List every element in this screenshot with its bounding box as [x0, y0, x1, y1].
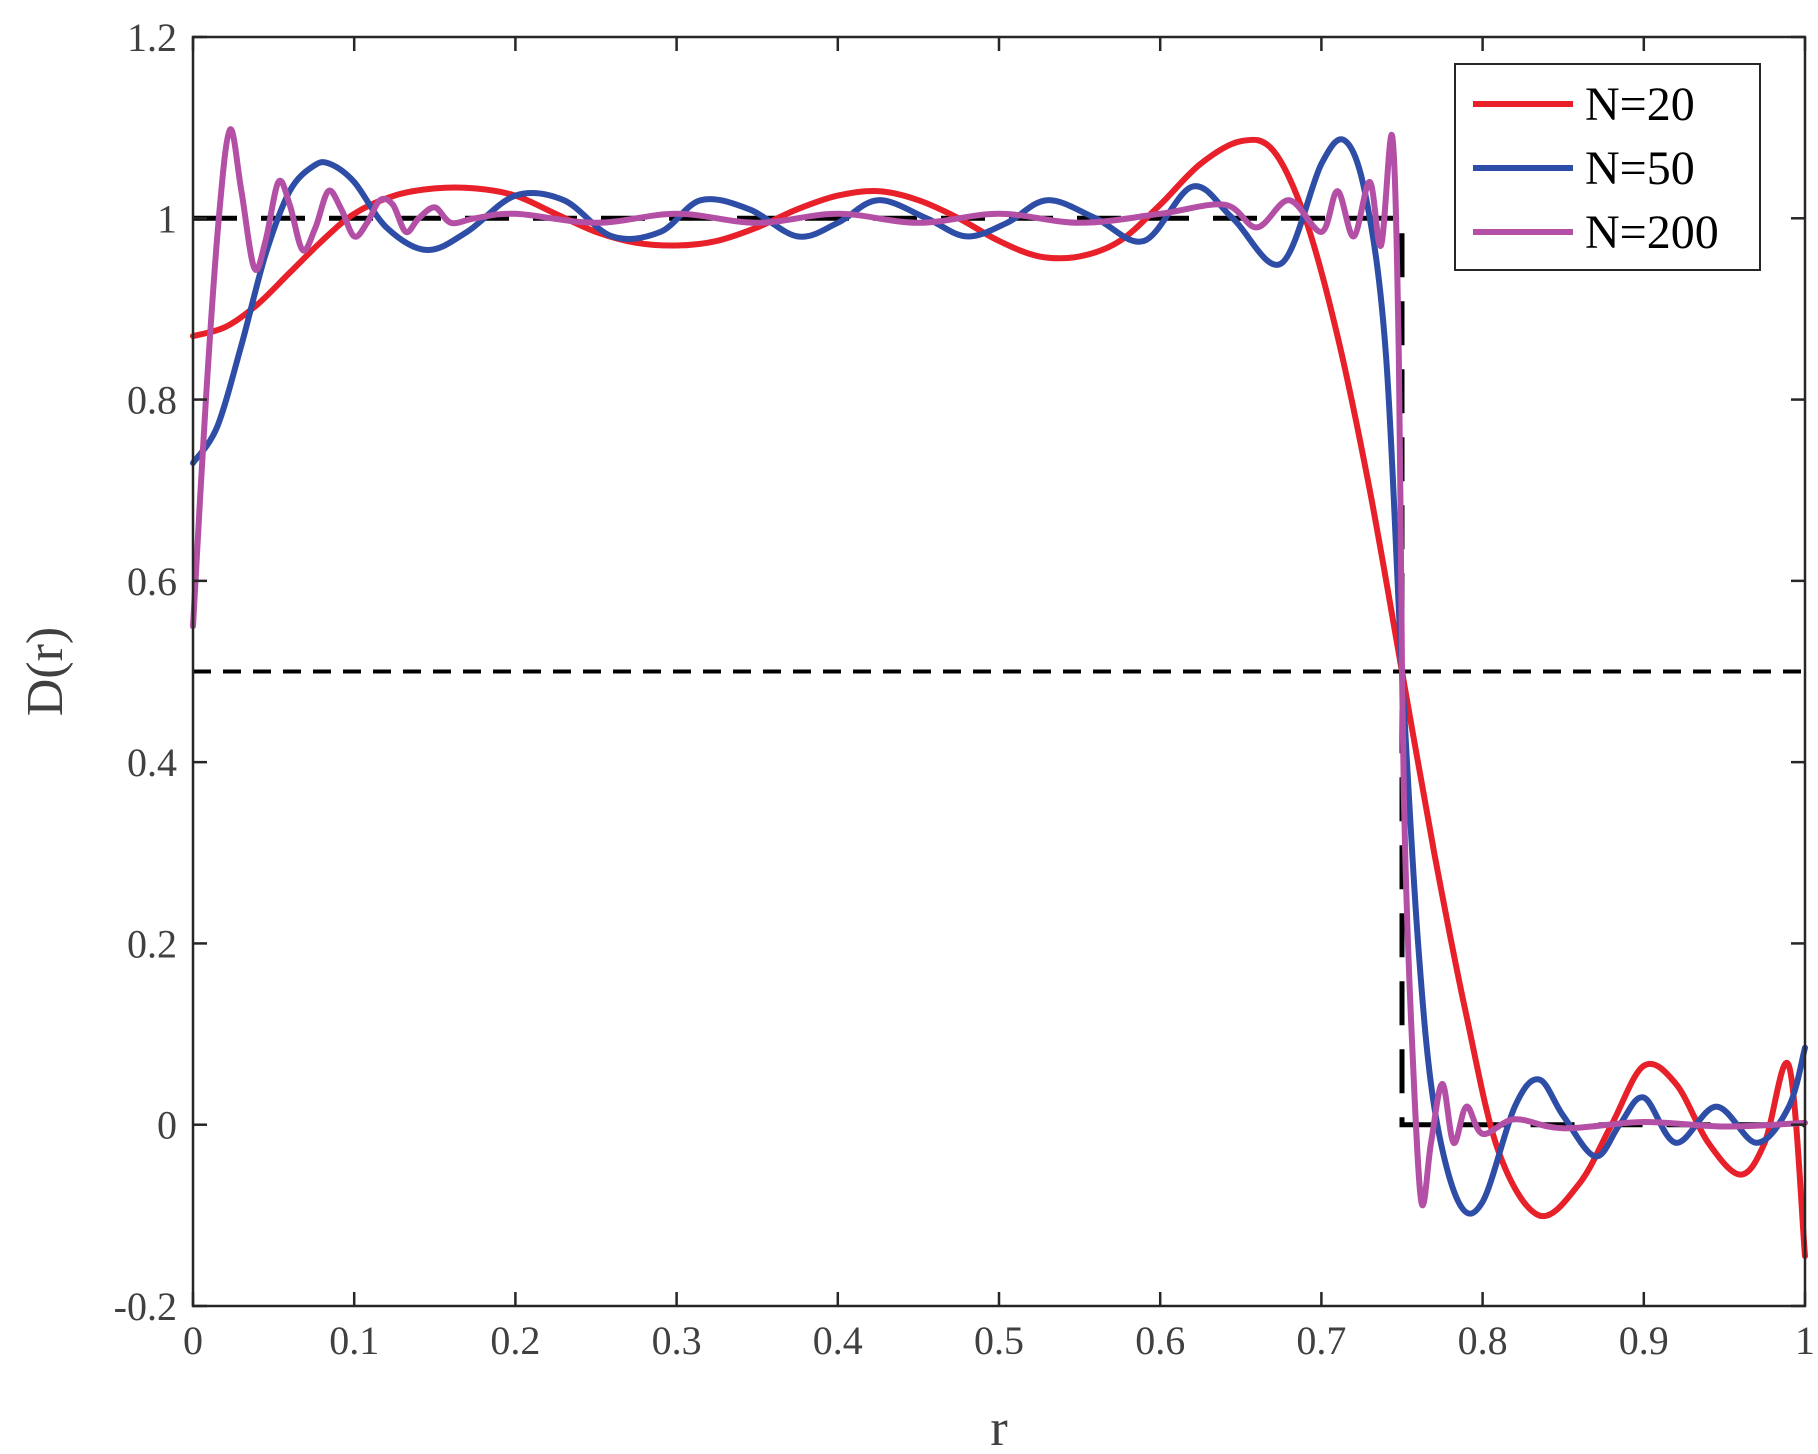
legend-label-n50: N=50: [1585, 142, 1695, 195]
x-tick-label: 0.4: [813, 1318, 863, 1363]
series-line-n50: [190, 136, 1808, 1217]
x-tick-label: 0.6: [1135, 1318, 1185, 1363]
y-tick-label: 0: [157, 1103, 177, 1148]
y-tick-label: 0.4: [127, 740, 177, 785]
ticks: [191, 35, 1807, 1308]
y-axis-title: D(r): [17, 627, 74, 717]
x-tick-label: 0.5: [974, 1318, 1024, 1363]
y-tick-label: 1.2: [127, 15, 177, 60]
y-tick-label: -0.2: [114, 1284, 177, 1329]
series-layer: [190, 126, 1808, 1260]
y-tick-label: 0.6: [127, 559, 177, 604]
legend: N=20 N=50 N=200: [1454, 63, 1761, 271]
x-tick-label: 0.9: [1619, 1318, 1669, 1363]
series-line-n200: [190, 126, 1808, 1209]
y-tick-label: 0.8: [127, 378, 177, 423]
x-tick-label: 0: [183, 1318, 203, 1363]
x-tick-label: 0.8: [1458, 1318, 1508, 1363]
y-tick-label: 0.2: [127, 921, 177, 966]
legend-label-n200: N=200: [1585, 206, 1719, 259]
legend-label-n20: N=20: [1585, 78, 1695, 131]
x-tick-label: 1: [1795, 1318, 1815, 1363]
y-tick-label: 1: [157, 196, 177, 241]
x-tick-label: 0.1: [329, 1318, 379, 1363]
x-tick-label: 0.3: [652, 1318, 702, 1363]
x-axis-title: r: [990, 1400, 1007, 1454]
tick-labels: 0 0.1 0.2 0.3 0.4 0.5 0.6 0.7 0.8 0.9 1-0.200.20.4…: [114, 15, 1815, 1363]
x-tick-label: 0.2: [490, 1318, 540, 1363]
x-tick-label: 0.7: [1296, 1318, 1346, 1363]
